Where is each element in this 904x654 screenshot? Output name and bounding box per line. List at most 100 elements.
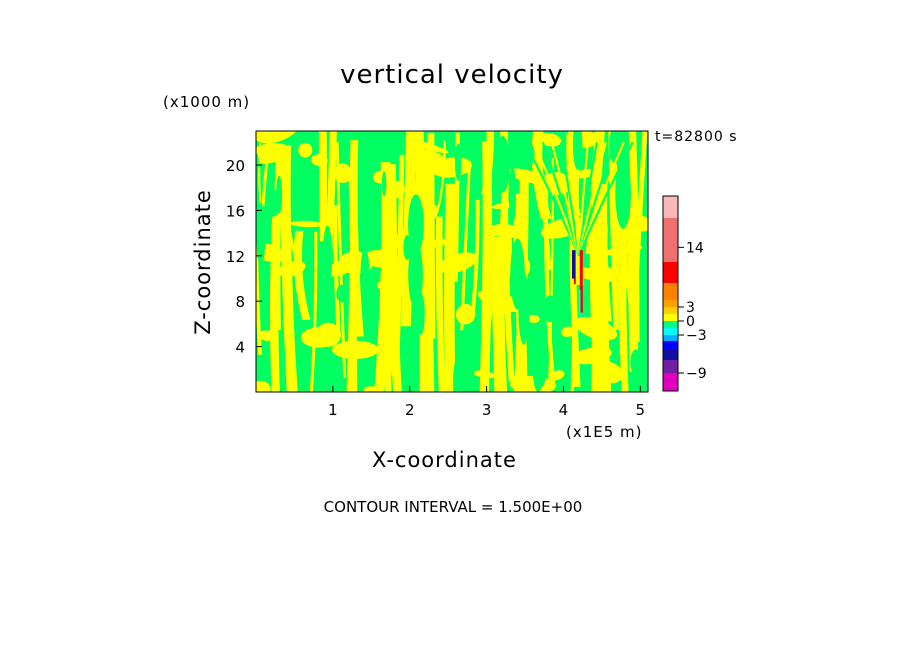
positive-patch	[256, 380, 271, 392]
positive-band	[349, 140, 364, 337]
x-tick-label: 5	[636, 401, 646, 419]
positive-band	[460, 161, 472, 331]
colorbar: −9 −303 14	[662, 195, 707, 392]
positive-band	[293, 230, 311, 320]
positive-band	[444, 183, 457, 392]
x-axis: 1 2 3 4 5	[328, 386, 645, 419]
gravity-wave-line	[577, 141, 634, 257]
colorbar-swatch	[663, 300, 678, 307]
negative-band	[366, 320, 378, 339]
positive-patch	[488, 223, 522, 239]
y-tick-label: 20	[226, 157, 245, 175]
x-tick-label: 4	[559, 401, 569, 419]
positive-patch	[331, 340, 379, 359]
positive-band	[256, 231, 263, 355]
colorbar-swatch	[663, 360, 678, 373]
positive-patch	[507, 168, 547, 184]
positive-band	[634, 131, 648, 272]
positive-band	[481, 131, 495, 195]
updraft-core	[579, 250, 583, 313]
y-tick-label: 12	[226, 248, 245, 266]
chart-title: vertical velocity	[340, 60, 564, 90]
positive-patch	[405, 138, 449, 154]
plot-border	[255, 130, 649, 393]
plot-frame	[255, 130, 649, 393]
positive-patch	[363, 386, 377, 392]
positive-patch	[258, 330, 276, 341]
negative-band	[518, 272, 530, 345]
colorbar-swatch	[663, 335, 678, 341]
colorbar-swatch	[663, 373, 678, 391]
negative-band	[417, 292, 425, 335]
positive-patch	[384, 180, 405, 199]
weak-downdraft	[579, 289, 581, 319]
x-tick-label: 3	[482, 401, 492, 419]
negative-band	[533, 363, 546, 389]
negative-band	[630, 349, 642, 375]
positive-band	[502, 203, 515, 382]
y-axis-units: (x1000 m)	[163, 93, 251, 111]
positive-band	[548, 158, 554, 384]
positive-patch	[424, 203, 439, 220]
negative-band	[495, 136, 511, 193]
positive-band	[374, 162, 392, 392]
colorbar-tick-label: −3	[686, 328, 707, 344]
positive-band	[309, 231, 318, 392]
colorbar-tick-label: 14	[686, 240, 704, 256]
negative-band	[373, 224, 381, 242]
positive-patch	[593, 361, 623, 384]
negative-band	[381, 171, 387, 197]
positive-patch	[376, 280, 405, 297]
negative-band	[572, 131, 583, 170]
positive-patch	[290, 220, 323, 228]
positive-patch	[472, 370, 496, 379]
positive-patch	[325, 259, 359, 277]
positive-patch	[571, 347, 612, 365]
gravity-wave-line	[568, 142, 580, 256]
x-axis-label: X-coordinate	[372, 448, 517, 472]
positive-patch	[333, 163, 352, 183]
negative-band	[256, 153, 259, 173]
x-tick-label: 2	[405, 401, 415, 419]
negative-band	[408, 241, 423, 309]
positive-band	[386, 226, 402, 392]
positive-patch	[489, 285, 508, 308]
y-tick-label: 8	[235, 293, 245, 311]
negative-band	[529, 244, 542, 314]
positive-patch	[298, 142, 313, 158]
colorbar-swatch	[663, 314, 678, 321]
colorbar-swatch	[663, 349, 678, 360]
y-axis-label: Z-coordinate	[191, 189, 215, 335]
positive-patch	[605, 244, 642, 256]
colorbar-swatch	[663, 307, 678, 314]
negative-band	[543, 303, 555, 320]
colorbar-tick-label: 0	[686, 314, 695, 330]
plot-area	[256, 131, 648, 392]
positive-patch	[362, 249, 398, 268]
negative-band	[470, 336, 475, 392]
positive-patch	[630, 215, 648, 232]
positive-band	[435, 216, 446, 392]
colorbar-tick-label: 3	[686, 300, 695, 316]
colorbar-swatch	[663, 196, 678, 218]
positive-patch	[310, 154, 328, 167]
negative-band	[509, 165, 516, 225]
positive-patch	[409, 149, 446, 168]
positive-band	[599, 183, 612, 322]
negative-band	[360, 247, 370, 300]
positive-patch	[438, 252, 477, 274]
colorbar-swatch	[663, 328, 678, 335]
colorbar-swatch	[663, 321, 678, 328]
x-tick-label: 1	[328, 401, 338, 419]
positive-patch	[585, 318, 606, 335]
negative-band	[322, 225, 333, 288]
negative-band	[336, 284, 349, 303]
colorbar-swatch	[663, 283, 678, 300]
positive-band	[390, 227, 407, 314]
negative-band	[256, 202, 266, 267]
positive-patch	[527, 314, 540, 323]
positive-patch	[561, 326, 575, 337]
contour-interval-label: CONTOUR INTERVAL = 1.500E+00	[323, 498, 583, 516]
positive-patch	[256, 131, 299, 144]
